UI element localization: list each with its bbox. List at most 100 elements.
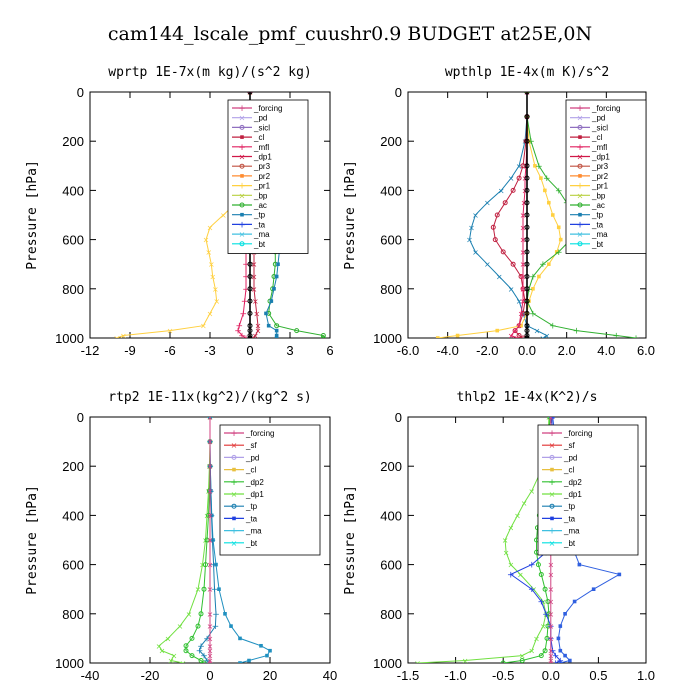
- legend-entry: _ma: [253, 230, 270, 239]
- data-point_ta: [238, 636, 242, 641]
- data-point_cl: [502, 200, 508, 206]
- legend-marker: ×: [549, 490, 556, 499]
- data-point_bt: [247, 323, 253, 329]
- data-point_ta: +: [549, 647, 557, 657]
- data-point_tp: ×: [516, 297, 523, 306]
- data-point_bt: [524, 163, 530, 169]
- data-point_dp1: ×: [533, 634, 540, 643]
- data-point_tp: +: [203, 657, 211, 667]
- data-point_pr1: ×: [209, 273, 216, 282]
- y-tick-label: 1000: [55, 656, 84, 671]
- legend-marker: [231, 503, 237, 509]
- data-point_pr1: [495, 328, 500, 333]
- data-point_dp1: ×: [517, 570, 524, 579]
- data-point_ta: +: [542, 610, 550, 620]
- data-point_tp: +: [208, 511, 216, 521]
- data-point_forcing: ×: [207, 642, 214, 651]
- data-point_ac: +: [529, 273, 537, 283]
- data-point_mfl: ×: [520, 236, 527, 245]
- legend-entry: _sicl: [591, 123, 608, 132]
- legend-marker: [578, 212, 582, 217]
- legend-entry: _dp1: [591, 153, 610, 162]
- data-point_ta: [211, 538, 215, 542]
- data-point_dp1: ×: [507, 561, 514, 570]
- data-point_pr1: ×: [220, 211, 227, 220]
- legend-entry: _dp1: [563, 490, 582, 499]
- data-point_tp: [563, 653, 567, 658]
- data-point_ta: +: [552, 652, 560, 662]
- data-point_cl: [516, 333, 522, 338]
- data-point_dp1: ×: [168, 657, 175, 666]
- x-tick-label: 6: [326, 343, 333, 358]
- data-point_forcing: ×: [207, 622, 214, 631]
- legend-marker: ×: [577, 191, 584, 200]
- data-point_dp2: [545, 599, 551, 604]
- y-axis-label: Pressure [hPa]: [343, 485, 358, 595]
- data-point_dp2: [198, 658, 204, 663]
- y-axis-label: Pressure [hPa]: [343, 160, 358, 270]
- data-point_ac: +: [539, 260, 547, 270]
- legend-entry: _ac: [591, 201, 605, 210]
- figure-title: cam144_lscale_pmf_cuushr0.9 BUDGET at25E…: [108, 23, 592, 45]
- data-point_dp2: [538, 653, 544, 659]
- chart-title: rtp2 1E-11x(kg^2)/(kg^2 s): [108, 390, 312, 405]
- legend-marker: ×: [549, 441, 556, 450]
- y-tick-label: 800: [380, 282, 402, 297]
- x-tick-label: 2.0: [558, 343, 576, 358]
- data-point_cl: ×: [252, 297, 259, 306]
- legend-entry: _cl: [591, 133, 602, 142]
- legend-entry: _pd: [563, 453, 577, 462]
- x-tick-label: 0: [206, 668, 213, 683]
- legend-marker: +: [238, 182, 246, 192]
- y-tick-label: 400: [62, 183, 84, 198]
- data-point_pr1: ×: [203, 236, 210, 245]
- legend-entry: _dp1: [253, 153, 272, 162]
- data-point_tp: [274, 274, 279, 279]
- legend-marker: ×: [577, 230, 584, 239]
- data-point_forcing: ×: [547, 570, 554, 579]
- x-tick-label: 40: [323, 668, 337, 683]
- data-point_tp: [272, 287, 276, 291]
- data-point_dp1: ×: [171, 652, 178, 661]
- data-point_bt: [524, 175, 530, 181]
- legend-entry: _pd: [245, 453, 259, 462]
- legend-entry: _mfl: [591, 143, 607, 152]
- y-tick-label: 600: [380, 558, 402, 573]
- data-point_mfl: ×: [521, 199, 528, 208]
- data-point_mfl: ×: [523, 162, 530, 171]
- data-point_cl: ×: [251, 260, 258, 269]
- data-point_dp1: ×: [528, 647, 535, 656]
- y-tick-label: 400: [380, 183, 402, 198]
- data-point_dp1: ×: [199, 561, 206, 570]
- series-line_dp1: [158, 417, 211, 663]
- legend-marker: +: [548, 429, 556, 439]
- data-point_tp: [274, 333, 279, 338]
- data-point_dp2: [189, 635, 195, 641]
- data-point_ac: +: [529, 309, 537, 319]
- data-point_forcing: ×: [207, 585, 214, 594]
- legend-entry: _ma: [245, 527, 262, 536]
- chart-title: wprtp 1E-7x(m kg)/(s^2 kg): [108, 65, 312, 80]
- y-tick-label: 1000: [55, 331, 84, 346]
- data-point_tp: [572, 599, 577, 604]
- data-point_dp1: ×: [503, 548, 510, 557]
- data-point_forcing: ×: [207, 647, 214, 656]
- data-point_forcing: ×: [547, 659, 554, 668]
- legend-entry: _bt: [253, 240, 266, 249]
- data-point_bt: [524, 224, 530, 230]
- legend-entry: _pr1: [253, 182, 271, 191]
- data-point_cl: ×: [255, 327, 262, 336]
- legend-marker: ×: [231, 539, 238, 548]
- y-tick-label: 200: [62, 134, 84, 149]
- data-point_pr1: [435, 336, 440, 338]
- data-point_tp: +: [197, 642, 205, 652]
- data-point_mfl: +: [242, 285, 250, 295]
- data-point_tp: +: [210, 561, 218, 571]
- legend-marker: +: [230, 429, 238, 439]
- data-point_dp1: ×: [165, 634, 172, 643]
- chart-title: wpthlp 1E-4x(m K)/s^2: [445, 65, 609, 80]
- data-point_tp: ×: [534, 327, 541, 336]
- legend-marker: [578, 174, 582, 178]
- data-point_mfl: +: [238, 332, 246, 342]
- data-point_tp: ×: [543, 332, 550, 341]
